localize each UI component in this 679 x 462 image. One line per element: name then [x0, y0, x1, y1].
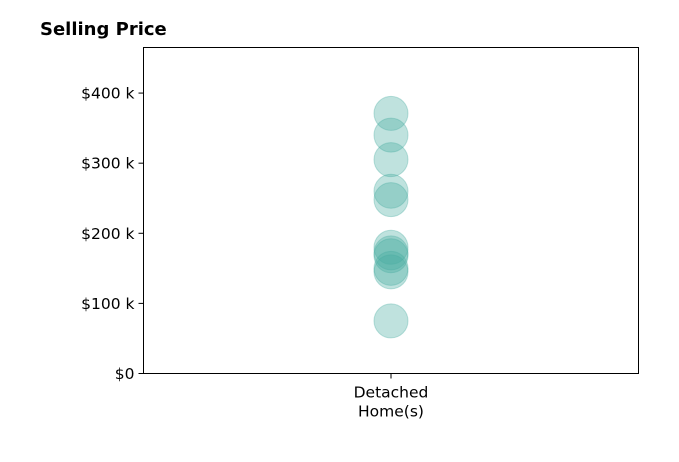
y-tick-label: $400 k [81, 85, 134, 103]
data-point [373, 254, 409, 290]
data-point [373, 303, 409, 339]
y-axis: $0 $100 k $200 k $300 k $400 k [81, 85, 144, 383]
x-tick-label: Detached Home(s) [354, 384, 429, 421]
y-tick-label: $300 k [81, 155, 134, 173]
data-point [373, 250, 409, 286]
data-point [373, 235, 409, 271]
data-point [373, 142, 409, 178]
data-point [373, 238, 409, 274]
y-tick-label: $200 k [81, 225, 134, 243]
chart-title: Selling Price [40, 19, 167, 40]
data-point [373, 95, 409, 131]
data-point [373, 117, 409, 153]
y-tick-label: $100 k [81, 295, 134, 313]
data-point [373, 229, 409, 265]
data-point [373, 182, 409, 218]
data-points [373, 95, 409, 339]
y-tick-label: $0 [115, 365, 135, 383]
data-point [373, 173, 409, 209]
x-axis: Detached Home(s) [354, 373, 429, 421]
